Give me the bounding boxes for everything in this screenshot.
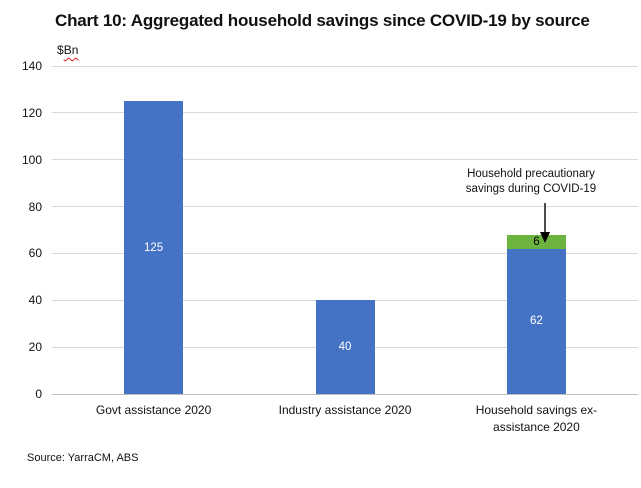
y-tick-label: 140 bbox=[21, 59, 42, 73]
gridline bbox=[52, 252, 638, 254]
gridline bbox=[52, 206, 638, 208]
annotation-line-2: savings during COVID-19 bbox=[465, 183, 597, 195]
annotation-text: Household precautionary savings during C… bbox=[421, 167, 641, 197]
gridline bbox=[52, 65, 638, 67]
annotation-arrow-icon bbox=[540, 203, 550, 243]
y-axis-unit-label: $Bn bbox=[57, 43, 78, 57]
source-note: Source: YarraCM, ABS bbox=[27, 452, 139, 464]
chart-title: Chart 10: Aggregated household savings s… bbox=[55, 11, 590, 30]
y-tick-label: 60 bbox=[28, 246, 42, 261]
bar-segment-blue bbox=[315, 300, 375, 394]
x-axis-line bbox=[52, 393, 638, 395]
unit-text: Bn bbox=[63, 43, 79, 57]
y-tick-label: 40 bbox=[28, 293, 42, 308]
category-label: Govt assistance 2020 bbox=[95, 403, 212, 417]
y-tick-label: 80 bbox=[28, 199, 42, 214]
y-tick-label: 20 bbox=[28, 340, 42, 355]
bar-segment-green bbox=[506, 234, 566, 249]
annotation-line-1: Household precautionary bbox=[467, 168, 595, 180]
bar-segment-blue bbox=[124, 101, 184, 394]
gridline bbox=[52, 159, 638, 161]
currency-symbol: $ bbox=[57, 43, 64, 57]
bar-value-label: 40 bbox=[338, 341, 352, 354]
y-tick-label: 120 bbox=[21, 105, 42, 120]
bar-segment-blue bbox=[506, 248, 566, 394]
bar-value-label: 125 bbox=[143, 241, 164, 254]
gridline bbox=[52, 112, 638, 114]
bar-value-label: 62 bbox=[530, 315, 543, 328]
category-label: Household savings ex-assistance 2020 bbox=[475, 403, 598, 434]
y-tick-label: 100 bbox=[21, 152, 42, 167]
category-label: Industry assistance 2020 bbox=[278, 403, 412, 417]
y-tick-label: 0 bbox=[35, 387, 42, 401]
bar-value-label: 6 bbox=[533, 235, 540, 248]
